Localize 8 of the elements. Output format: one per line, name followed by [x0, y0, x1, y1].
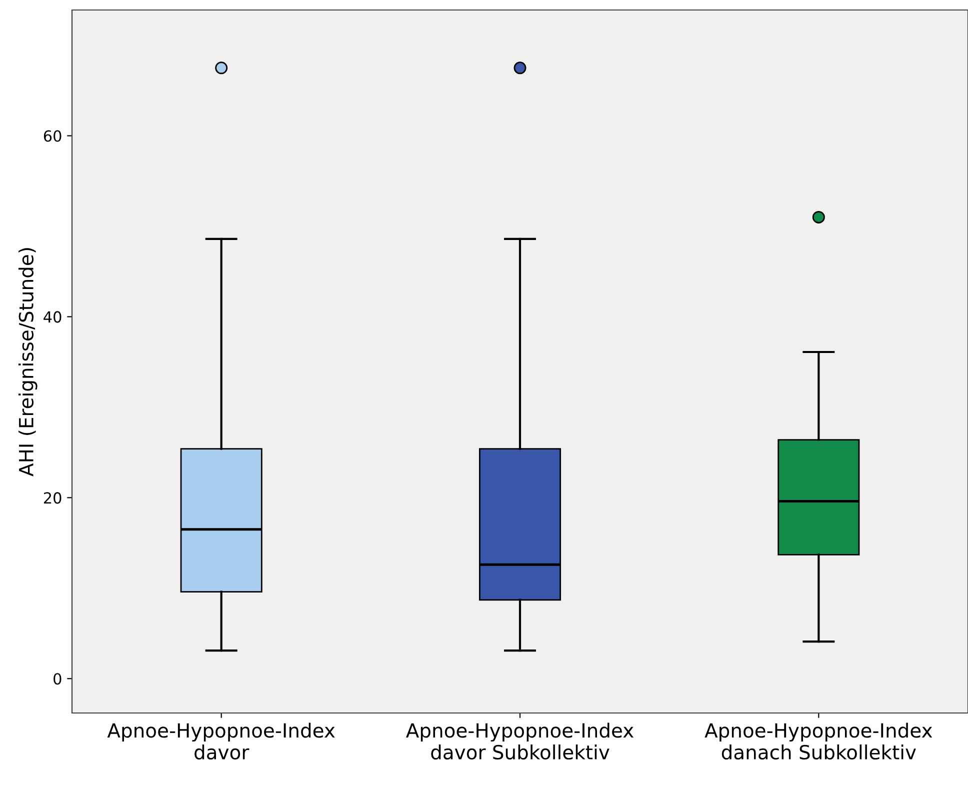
x-tick-label: Apnoe-Hypopnoe-Index davor — [107, 722, 335, 760]
y-tick-label: 0 — [54, 673, 62, 685]
y-tick-label: 20 — [44, 492, 62, 504]
y-axis-title: AHI (Ereignisse/Stunde) — [18, 248, 38, 476]
y-tick-label: 60 — [44, 130, 62, 142]
x-tick-label: Apnoe-Hypopnoe-Index danach Subkollektiv — [704, 722, 932, 760]
y-tick-label: 40 — [44, 311, 62, 323]
x-tick-label: Apnoe-Hypopnoe-Index davor Subkollektiv — [406, 722, 634, 760]
